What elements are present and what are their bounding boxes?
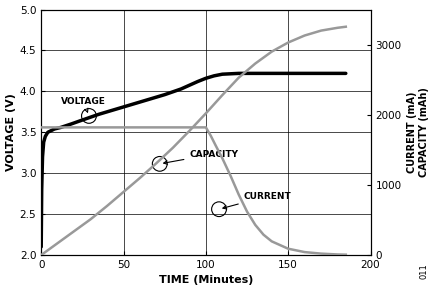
Text: CAPACITY: CAPACITY <box>163 150 238 164</box>
Text: VOLTAGE: VOLTAGE <box>61 97 105 112</box>
Y-axis label: CURRENT (mA)
CAPACITY (mAh): CURRENT (mA) CAPACITY (mAh) <box>406 87 428 177</box>
Text: CURRENT: CURRENT <box>222 191 291 209</box>
X-axis label: TIME (Minutes): TIME (Minutes) <box>158 276 253 285</box>
Text: 011: 011 <box>418 264 427 279</box>
Y-axis label: VOLTAGE (V): VOLTAGE (V) <box>6 93 16 171</box>
